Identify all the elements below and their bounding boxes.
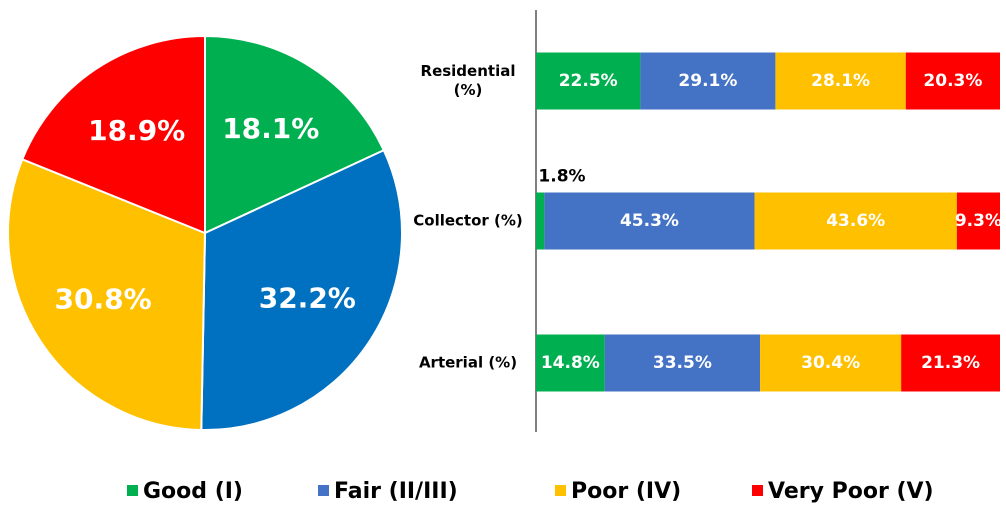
bar-label: 45.3% xyxy=(620,211,679,231)
bar-label: 30.4% xyxy=(801,353,860,373)
bar-segment xyxy=(536,192,545,250)
bar-segment xyxy=(536,334,605,392)
category-label: Residential (%) xyxy=(420,62,516,99)
bar-label: 33.5% xyxy=(653,353,712,373)
bar-label: 22.5% xyxy=(559,71,618,91)
pie-slice xyxy=(204,34,386,235)
slice-label: 32.2% xyxy=(259,282,356,315)
bar-label: 14.8% xyxy=(541,353,600,373)
bar-label: 28.1% xyxy=(811,71,870,91)
legend-label: Good (I) xyxy=(143,479,243,504)
slice-label: 18.1% xyxy=(222,112,319,145)
category-label: Arterial (%) xyxy=(418,353,518,372)
bar-segment xyxy=(544,192,755,250)
pie-slice xyxy=(20,34,206,235)
legend-label: Very Poor (V) xyxy=(768,479,934,504)
bar-label: 29.1% xyxy=(678,71,737,91)
legend-marker xyxy=(752,485,763,496)
bar-segment xyxy=(760,334,902,392)
legend-marker xyxy=(318,485,329,496)
slice-label: 18.9% xyxy=(88,114,185,147)
legend-label: Fair (II/III) xyxy=(334,479,458,504)
pie-slice xyxy=(200,148,403,431)
bar-label: 1.8% xyxy=(538,167,585,187)
bar-segment xyxy=(536,52,641,110)
slice-label: 30.8% xyxy=(55,282,152,315)
legend-marker xyxy=(127,485,138,496)
bar-segment xyxy=(905,52,1000,110)
bar-label: 21.3% xyxy=(921,353,980,373)
category-label: Collector (%) xyxy=(413,211,523,230)
bar-label: 9.3% xyxy=(955,211,1002,231)
bar-segment xyxy=(901,334,1000,392)
bar-segment xyxy=(640,52,776,110)
legend-marker xyxy=(555,485,566,496)
bar-segment xyxy=(754,192,957,250)
bar-label: 20.3% xyxy=(923,71,982,91)
bar-segment xyxy=(956,192,1000,250)
pie-slice xyxy=(7,158,207,431)
legend-label: Poor (IV) xyxy=(571,479,681,504)
bar-label: 43.6% xyxy=(826,211,885,231)
bar-segment xyxy=(604,334,761,392)
bar-segment xyxy=(775,52,906,110)
